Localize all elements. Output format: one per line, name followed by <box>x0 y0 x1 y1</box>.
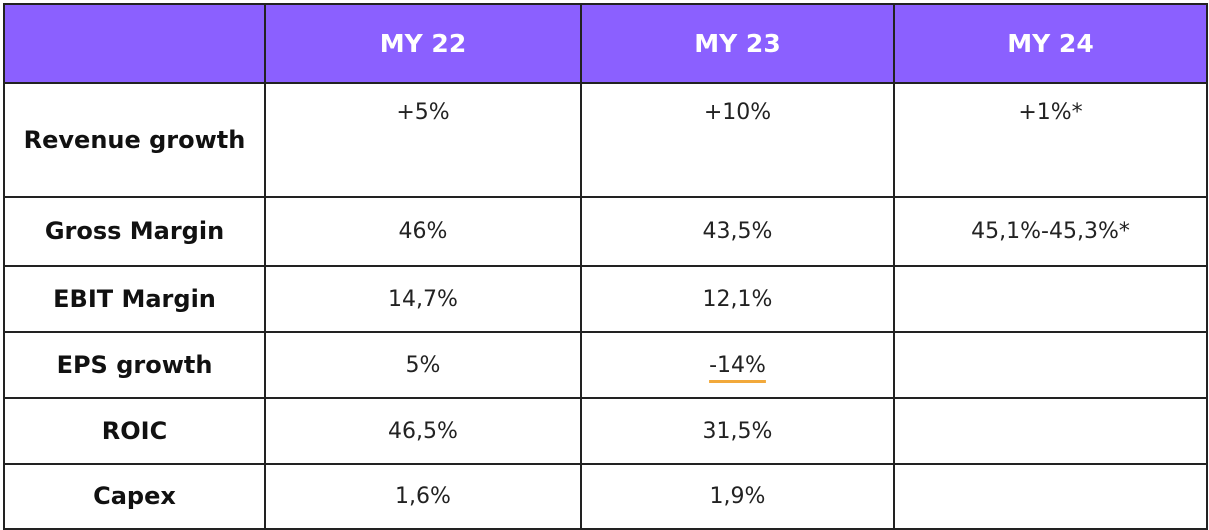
table-row-revenue-growth: Revenue growth +5% +10% +1%* <box>3 82 1208 198</box>
column-header-my24: MY 24 <box>893 3 1208 84</box>
table-header-row: MY 22 MY 23 MY 24 <box>3 3 1208 84</box>
cell-ebit-margin-my23: 12,1% <box>580 265 895 333</box>
cell-revenue-growth-my22: +5% <box>264 82 582 198</box>
cell-gross-margin-my23: 43,5% <box>580 196 895 267</box>
column-header-my22: MY 22 <box>264 3 582 84</box>
table-row-capex: Capex 1,6% 1,9% <box>3 463 1208 530</box>
cell-gross-margin-my24: 45,1%-45,3%* <box>893 196 1208 267</box>
cell-roic-my24 <box>893 397 1208 465</box>
header-corner-cell <box>3 3 266 84</box>
cell-ebit-margin-my22: 14,7% <box>264 265 582 333</box>
table-row-roic: ROIC 46,5% 31,5% <box>3 397 1208 465</box>
row-label-eps-growth: EPS growth <box>3 331 266 399</box>
metrics-table-container: MY 22 MY 23 MY 24 Revenue growth +5% +10… <box>3 3 1208 530</box>
cell-revenue-growth-my23: +10% <box>580 82 895 198</box>
row-label-capex: Capex <box>3 463 266 530</box>
cell-capex-my24 <box>893 463 1208 530</box>
cell-capex-my23: 1,9% <box>580 463 895 530</box>
financial-metrics-table: MY 22 MY 23 MY 24 Revenue growth +5% +10… <box>3 3 1208 530</box>
cell-roic-my23: 31,5% <box>580 397 895 465</box>
table-row-ebit-margin: EBIT Margin 14,7% 12,1% <box>3 265 1208 333</box>
cell-eps-growth-my24 <box>893 331 1208 399</box>
cell-capex-my22: 1,6% <box>264 463 582 530</box>
cell-ebit-margin-my24 <box>893 265 1208 333</box>
cell-revenue-growth-my24: +1%* <box>893 82 1208 198</box>
cell-gross-margin-my22: 46% <box>264 196 582 267</box>
row-label-gross-margin: Gross Margin <box>3 196 266 267</box>
cell-eps-growth-my22: 5% <box>264 331 582 399</box>
row-label-ebit-margin: EBIT Margin <box>3 265 266 333</box>
table-row-gross-margin: Gross Margin 46% 43,5% 45,1%-45,3%* <box>3 196 1208 267</box>
column-header-my23: MY 23 <box>580 3 895 84</box>
cell-roic-my22: 46,5% <box>264 397 582 465</box>
eps-growth-my23-value: -14% <box>709 352 766 378</box>
cell-eps-growth-my23: -14% <box>580 331 895 399</box>
table-row-eps-growth: EPS growth 5% -14% <box>3 331 1208 399</box>
row-label-roic: ROIC <box>3 397 266 465</box>
row-label-revenue-growth: Revenue growth <box>3 82 266 198</box>
